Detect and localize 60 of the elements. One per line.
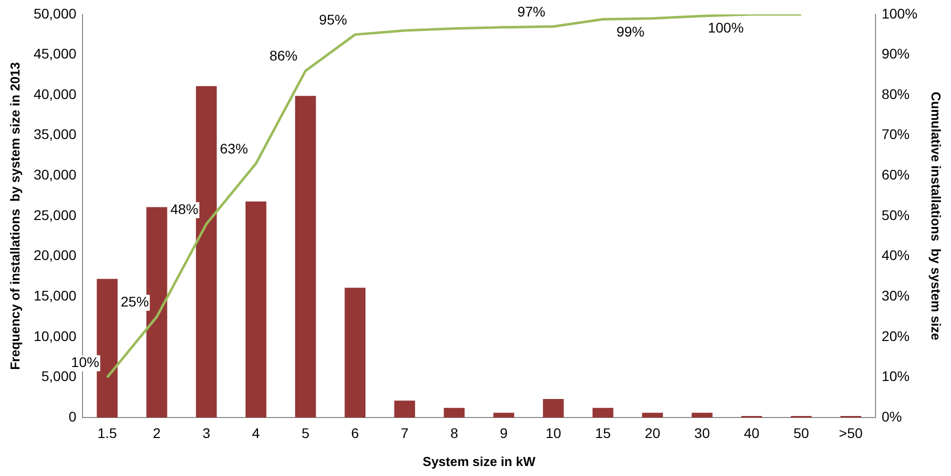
y-tick-label: 15,000 [34,288,77,304]
y2-axis-title: Cumulative installations by system size [928,92,944,340]
y2-tick-label: 100% [882,5,918,22]
y-tick-label: 10,000 [34,328,77,344]
bar [592,408,614,418]
bar [692,412,712,418]
x-tick-label: 15 [595,424,611,441]
y-axis-title: Frequency of installations by system size in 2013 [7,62,22,370]
x-tick-label: 7 [400,424,409,441]
y-tick-label: 35,000 [34,126,77,142]
y2-tick-label: 60% [882,166,910,183]
x-tick-label: 3 [202,424,210,441]
bar [444,408,465,418]
x-tick-label: 9 [500,424,508,441]
data-label: 97% [517,3,546,20]
data-label: 86% [269,48,298,64]
y2-tick-label: 50% [882,206,910,223]
bar [394,400,416,418]
data-label: 100% [708,19,744,36]
x-tick-label: 4 [252,424,260,441]
y-tick-label: 5,000 [41,368,77,384]
y2-tick-label: 90% [882,46,910,62]
data-label: 48% [170,200,198,217]
bar [344,288,366,418]
bar [295,96,316,418]
x-tick-label: 6 [351,424,360,441]
y2-tick-label: 30% [882,288,910,304]
data-label: 95% [319,11,348,28]
x-tick-label: 5 [302,424,310,441]
x-tick-label: 8 [450,424,458,441]
y2-tick-label: 0% [882,408,902,424]
data-label: 10% [71,354,100,370]
y-tick-label: 50,000 [34,5,77,22]
bar [642,412,663,418]
y2-tick-label: 10% [882,368,910,384]
bar [246,201,266,418]
y-tick-label: 40,000 [34,86,77,102]
x-tick-label: 40 [744,424,760,441]
y-tick-label: 30,000 [34,166,77,183]
y-tick-label: 0 [68,408,77,424]
data-label: 25% [120,294,149,310]
y2-tick-label: 20% [882,328,910,344]
y2-tick-label: 40% [882,247,910,264]
x-axis-title: System size in kW [422,454,536,469]
y2-tick-label: 70% [882,126,910,142]
y-tick-label: 45,000 [34,46,77,62]
x-tick-label: 1.5 [97,424,118,441]
data-label: 99% [616,23,645,40]
y-tick-label: 25,000 [34,206,77,223]
bar [542,399,564,418]
y2-tick-label: 80% [882,86,910,102]
x-tick-label: 10 [546,424,562,441]
y-tick-label: 20,000 [34,247,77,264]
bar [493,412,514,418]
data-label: 63% [220,140,248,156]
x-tick-label: 20 [644,424,661,441]
x-tick-label: 30 [694,424,710,441]
x-tick-label: 50 [793,424,810,441]
x-tick-label: 2 [152,424,161,441]
x-tick-label: >50 [838,424,863,441]
